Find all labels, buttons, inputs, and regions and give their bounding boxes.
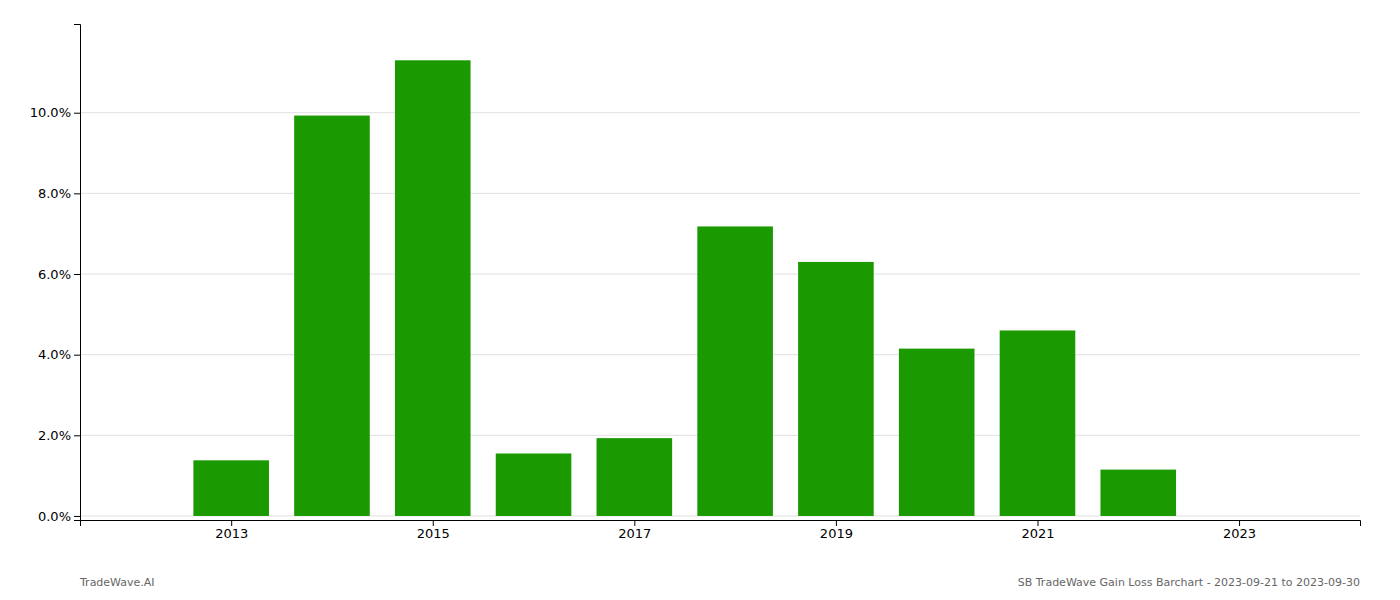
bar	[1100, 470, 1176, 516]
tick-label: 2019	[820, 526, 853, 541]
tick: 4.0%	[38, 347, 80, 362]
tick-mark	[74, 355, 80, 356]
tick-mark	[74, 193, 80, 194]
tick: 2021	[1021, 520, 1054, 541]
y-axis: 0.0% 2.0% 4.0% 6.0% 8.0% 10.0%	[30, 25, 81, 524]
tick: 2013	[215, 520, 248, 541]
tick: 2017	[618, 520, 651, 541]
tick-mark	[74, 274, 80, 275]
chart: 2013 2015 2017 2019 2021 2023 0.0% 2.0% 4.0% 6.0%…	[0, 0, 1400, 600]
tick-mark	[74, 435, 80, 436]
bar	[899, 349, 975, 516]
tick-mark	[634, 520, 635, 526]
tick: 10.0%	[30, 105, 80, 120]
tick-label: 2015	[417, 526, 450, 541]
tick-mark	[1239, 520, 1240, 526]
bars	[193, 60, 1176, 516]
bar	[798, 262, 874, 516]
tick-label: 2.0%	[38, 428, 71, 443]
tick-mark	[836, 520, 837, 526]
annotation: SB TradeWave Gain Loss Barchart - 2023-0…	[1018, 576, 1360, 589]
grid-line	[80, 193, 1360, 194]
tick-mark	[74, 113, 80, 114]
bar	[294, 116, 370, 516]
bar	[1000, 330, 1076, 515]
annotation: TradeWave.AI	[79, 576, 155, 589]
bar	[395, 60, 471, 516]
x-axis: 2013 2015 2017 2019 2021 2023	[81, 520, 1361, 541]
bar	[597, 438, 673, 516]
bar	[697, 226, 773, 516]
axis-line	[81, 521, 1361, 527]
tick-label: 2017	[618, 526, 651, 541]
bar	[193, 460, 269, 516]
tick: 2.0%	[38, 428, 80, 443]
plot-area: 2013 2015 2017 2019 2021 2023 0.0% 2.0% 4.0% 6.0%…	[30, 25, 1361, 542]
tick-label: 10.0%	[30, 105, 71, 120]
tick-label: 8.0%	[38, 186, 71, 201]
tick-label: 6.0%	[38, 267, 71, 282]
bar	[496, 453, 572, 516]
tick-label: 4.0%	[38, 347, 71, 362]
tick-mark	[1037, 520, 1038, 526]
tick-mark	[231, 520, 232, 526]
tick-label: 0.0%	[38, 509, 71, 524]
tick-mark	[433, 520, 434, 526]
tick: 2023	[1223, 520, 1256, 541]
footer: TradeWave.AI SB TradeWave Gain Loss Barch…	[79, 576, 1360, 589]
grid	[80, 113, 1360, 516]
tick-label: 2021	[1021, 526, 1054, 541]
tick: 6.0%	[38, 267, 80, 282]
grid-line	[80, 112, 1360, 113]
tick: 8.0%	[38, 186, 80, 201]
tick-label: 2013	[215, 526, 248, 541]
tick: 2019	[820, 520, 853, 541]
tick-label: 2023	[1223, 526, 1256, 541]
tick: 0.0%	[38, 509, 80, 524]
tick: 2015	[417, 520, 450, 541]
axis-line	[74, 25, 81, 521]
tick-mark	[74, 516, 80, 517]
